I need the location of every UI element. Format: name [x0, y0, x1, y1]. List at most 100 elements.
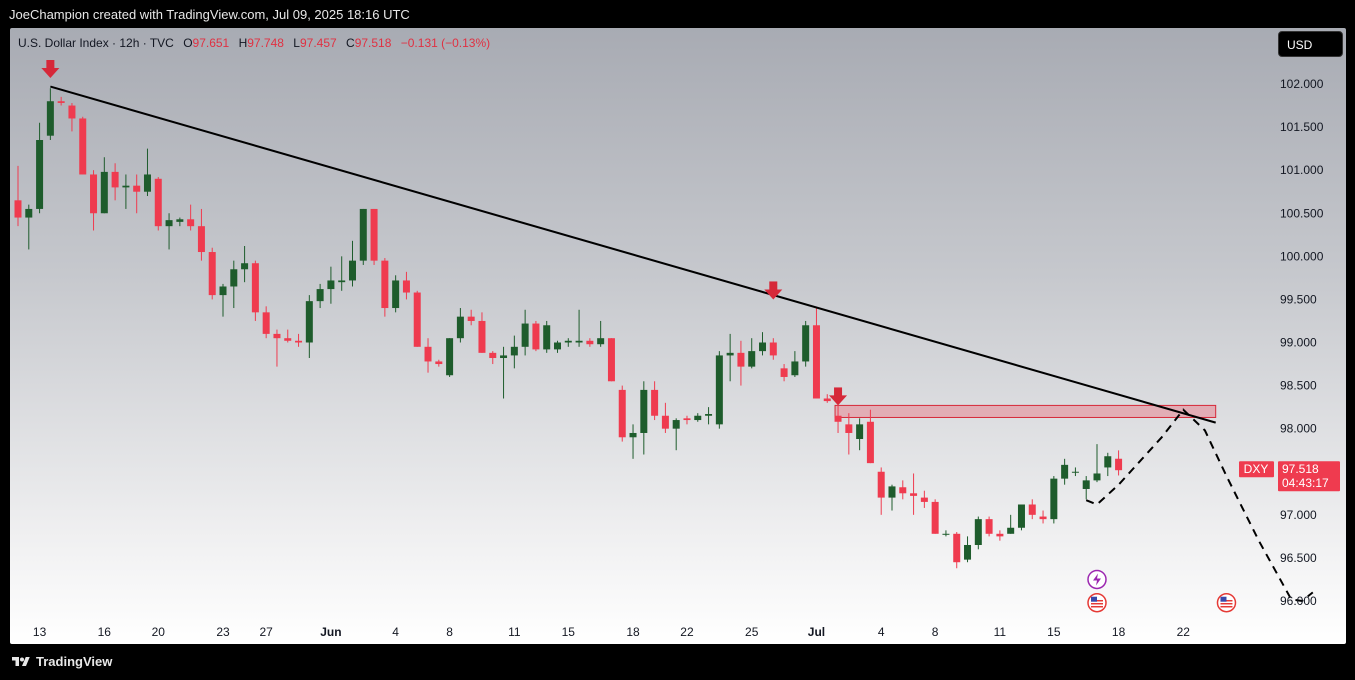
candle-body [68, 105, 76, 119]
candle-body [953, 533, 961, 563]
candle-body [694, 415, 702, 421]
candle-body [208, 252, 216, 296]
candle-body [133, 185, 141, 192]
low-label: L [293, 36, 300, 50]
open-value: 97.651 [192, 36, 230, 50]
candle-body [1071, 471, 1079, 473]
candle-body [338, 280, 346, 283]
candle-body [899, 487, 907, 494]
candle-body [834, 415, 842, 422]
x-tick-label: 8 [932, 625, 939, 639]
us-flag-icon [1216, 592, 1237, 613]
candle-body [381, 260, 389, 309]
down-arrow-icon [764, 281, 783, 300]
candle-body [705, 414, 713, 416]
candle-body [521, 323, 529, 347]
candle-body [176, 219, 184, 222]
candle-body [489, 352, 497, 359]
candle-body [543, 325, 551, 350]
footer: TradingView [10, 654, 112, 669]
symbol-legend: U.S. Dollar Index · 12h · TVC O97.651 H 9… [18, 36, 490, 50]
x-tick-label: 16 [98, 625, 112, 639]
candle-body [241, 263, 249, 270]
candle-body [510, 346, 518, 356]
x-tick-label: 22 [680, 625, 694, 639]
low-value: 97.457 [299, 36, 337, 50]
candle-body [370, 208, 378, 261]
candle-body [1115, 458, 1123, 471]
candle-body [219, 286, 227, 296]
y-tick-label: 100.000 [1280, 249, 1324, 263]
candle-body [964, 544, 972, 560]
x-tick-label: 15 [562, 625, 576, 639]
y-tick-label: 100.500 [1280, 206, 1324, 220]
candle-body [877, 471, 885, 498]
x-tick-label: 11 [508, 625, 521, 639]
symbol-title: U.S. Dollar Index · 12h · TVC [18, 36, 174, 50]
candle-body [985, 519, 993, 534]
candle-body [500, 355, 508, 359]
price-chart[interactable]: 102.000 101.500 101.000 100.500 100.000 99.50… [10, 28, 1346, 644]
close-value: 97.518 [354, 36, 392, 50]
candle-body [305, 301, 313, 343]
symbol-badge [1239, 461, 1274, 478]
price-badge-value: 97.518 [1282, 462, 1319, 476]
close-label: C [346, 36, 355, 50]
candle-body [607, 338, 615, 382]
candle-body [532, 323, 540, 350]
candle-body [996, 533, 1004, 537]
candle-body [251, 263, 259, 313]
candle-body [1017, 504, 1025, 528]
x-tick-label: Jul [808, 625, 825, 639]
candle-body [974, 519, 982, 545]
y-tick-label: 99.500 [1280, 292, 1317, 306]
candle-body [187, 219, 195, 227]
candle-body [165, 220, 173, 227]
candle-body [672, 420, 680, 429]
price-badge [1278, 461, 1340, 492]
candle-body [100, 171, 108, 214]
candle-body [866, 421, 874, 464]
candle-body [295, 340, 303, 343]
candle-body [327, 280, 335, 290]
x-tick-label: 15 [1047, 625, 1061, 639]
candle-body [640, 389, 648, 433]
x-tick-label: 22 [1177, 625, 1191, 639]
candle-body [661, 415, 669, 429]
candle-body [564, 340, 572, 343]
candle-body [1082, 480, 1090, 489]
y-tick-label: 96.000 [1280, 594, 1317, 608]
x-tick-label: 18 [626, 625, 640, 639]
y-tick-label: 96.500 [1280, 551, 1317, 565]
trendline [50, 85, 1216, 424]
down-arrow-icon [829, 387, 848, 406]
x-tick-label: 20 [152, 625, 166, 639]
candle-body [359, 208, 367, 261]
candle-body [920, 497, 928, 502]
currency-button[interactable]: USD [1278, 31, 1343, 57]
candle-body [435, 361, 443, 365]
candle-body [424, 346, 432, 362]
candle-body [90, 174, 98, 214]
candle-body [1039, 516, 1047, 520]
candle-body [812, 325, 820, 399]
x-tick-label: 23 [216, 625, 230, 639]
down-arrow-icon [41, 60, 60, 78]
lightning-icon [1087, 569, 1107, 590]
candle-body [769, 342, 777, 356]
x-tick-label: Jun [320, 625, 341, 639]
candle-body [446, 338, 454, 376]
y-tick-label: 98.000 [1280, 422, 1317, 436]
y-tick-label: 101.500 [1280, 120, 1324, 134]
candle-body [1007, 527, 1015, 534]
candle-body [888, 486, 896, 498]
high-label: H [238, 36, 248, 50]
candle-body [348, 260, 356, 281]
open-label: O [183, 36, 193, 50]
chart-attribution: JoeChampion created with TradingView.com… [9, 7, 410, 22]
candle-body [392, 280, 400, 309]
chart-frame[interactable]: 102.000 101.500 101.000 100.500 100.000 99.50… [10, 28, 1346, 644]
candle-body [154, 178, 162, 227]
candle-body [554, 342, 561, 350]
candle-body [1093, 473, 1101, 481]
